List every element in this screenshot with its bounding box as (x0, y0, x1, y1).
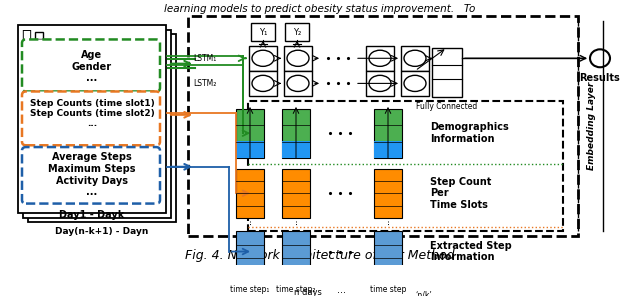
Ellipse shape (404, 75, 426, 91)
FancyBboxPatch shape (374, 231, 402, 272)
Text: Step Counts (time slot1)
Step Counts (time slot2)
...: Step Counts (time slot1) Step Counts (ti… (29, 99, 154, 128)
Text: Age
Gender
...: Age Gender ... (72, 50, 112, 83)
FancyBboxPatch shape (236, 169, 264, 218)
FancyBboxPatch shape (285, 23, 309, 41)
Text: Day(n-k+1) - Dayn: Day(n-k+1) - Dayn (55, 227, 148, 236)
Text: Demographics
Information: Demographics Information (430, 122, 509, 144)
Text: Step Count
Per
Time Slots: Step Count Per Time Slots (430, 177, 492, 210)
FancyBboxPatch shape (23, 30, 171, 218)
FancyBboxPatch shape (236, 141, 264, 158)
FancyBboxPatch shape (251, 23, 275, 41)
FancyBboxPatch shape (374, 169, 402, 218)
Text: time step₁: time step₁ (230, 285, 269, 294)
FancyBboxPatch shape (249, 46, 277, 71)
Text: ...: ... (337, 285, 346, 295)
FancyBboxPatch shape (282, 109, 310, 158)
FancyBboxPatch shape (22, 91, 160, 145)
Text: Y₂: Y₂ (293, 28, 301, 37)
Text: time step: time step (370, 285, 406, 294)
FancyBboxPatch shape (401, 71, 429, 96)
Ellipse shape (287, 50, 309, 66)
Text: ‘n/k’: ‘n/k’ (415, 291, 432, 296)
FancyBboxPatch shape (236, 231, 264, 272)
Text: Y₁: Y₁ (259, 28, 267, 37)
FancyBboxPatch shape (28, 34, 176, 222)
FancyBboxPatch shape (432, 48, 462, 97)
FancyBboxPatch shape (249, 71, 277, 96)
Text: n days: n days (294, 288, 322, 296)
Ellipse shape (252, 75, 274, 91)
FancyBboxPatch shape (284, 46, 312, 71)
Text: Fig. 4. Network Architecture of Our Method: Fig. 4. Network Architecture of Our Meth… (185, 249, 455, 262)
FancyBboxPatch shape (282, 169, 310, 218)
Text: learning models to predict obesity status improvement.   To: learning models to predict obesity statu… (164, 4, 476, 14)
FancyBboxPatch shape (374, 141, 402, 158)
Ellipse shape (252, 50, 274, 66)
Text: time step₂: time step₂ (276, 285, 316, 294)
FancyBboxPatch shape (188, 16, 578, 236)
Ellipse shape (404, 50, 426, 66)
FancyBboxPatch shape (18, 25, 166, 213)
Ellipse shape (369, 50, 391, 66)
FancyBboxPatch shape (284, 71, 312, 96)
Text: LSTM₁: LSTM₁ (193, 54, 216, 63)
Text: ⛹: ⛹ (21, 28, 31, 46)
FancyBboxPatch shape (401, 46, 429, 71)
Text: Results: Results (580, 73, 620, 83)
Text: Fully Connected: Fully Connected (417, 102, 477, 111)
Text: Embedding Layer: Embedding Layer (588, 82, 596, 170)
Text: Extracted Step
Information: Extracted Step Information (430, 241, 512, 262)
Ellipse shape (287, 75, 309, 91)
FancyBboxPatch shape (35, 32, 43, 39)
Text: Average Steps
Maximum Steps
Activity Days
...: Average Steps Maximum Steps Activity Day… (48, 152, 136, 197)
FancyBboxPatch shape (366, 46, 394, 71)
FancyBboxPatch shape (374, 109, 402, 158)
FancyBboxPatch shape (282, 141, 310, 158)
FancyBboxPatch shape (282, 231, 310, 272)
Text: LSTM₂: LSTM₂ (193, 79, 216, 88)
Ellipse shape (369, 75, 391, 91)
FancyBboxPatch shape (236, 109, 264, 158)
Ellipse shape (590, 49, 610, 67)
Text: Day1 - Dayk: Day1 - Dayk (60, 210, 125, 220)
FancyBboxPatch shape (22, 39, 160, 91)
FancyBboxPatch shape (248, 101, 563, 231)
FancyBboxPatch shape (22, 147, 160, 204)
FancyBboxPatch shape (366, 71, 394, 96)
